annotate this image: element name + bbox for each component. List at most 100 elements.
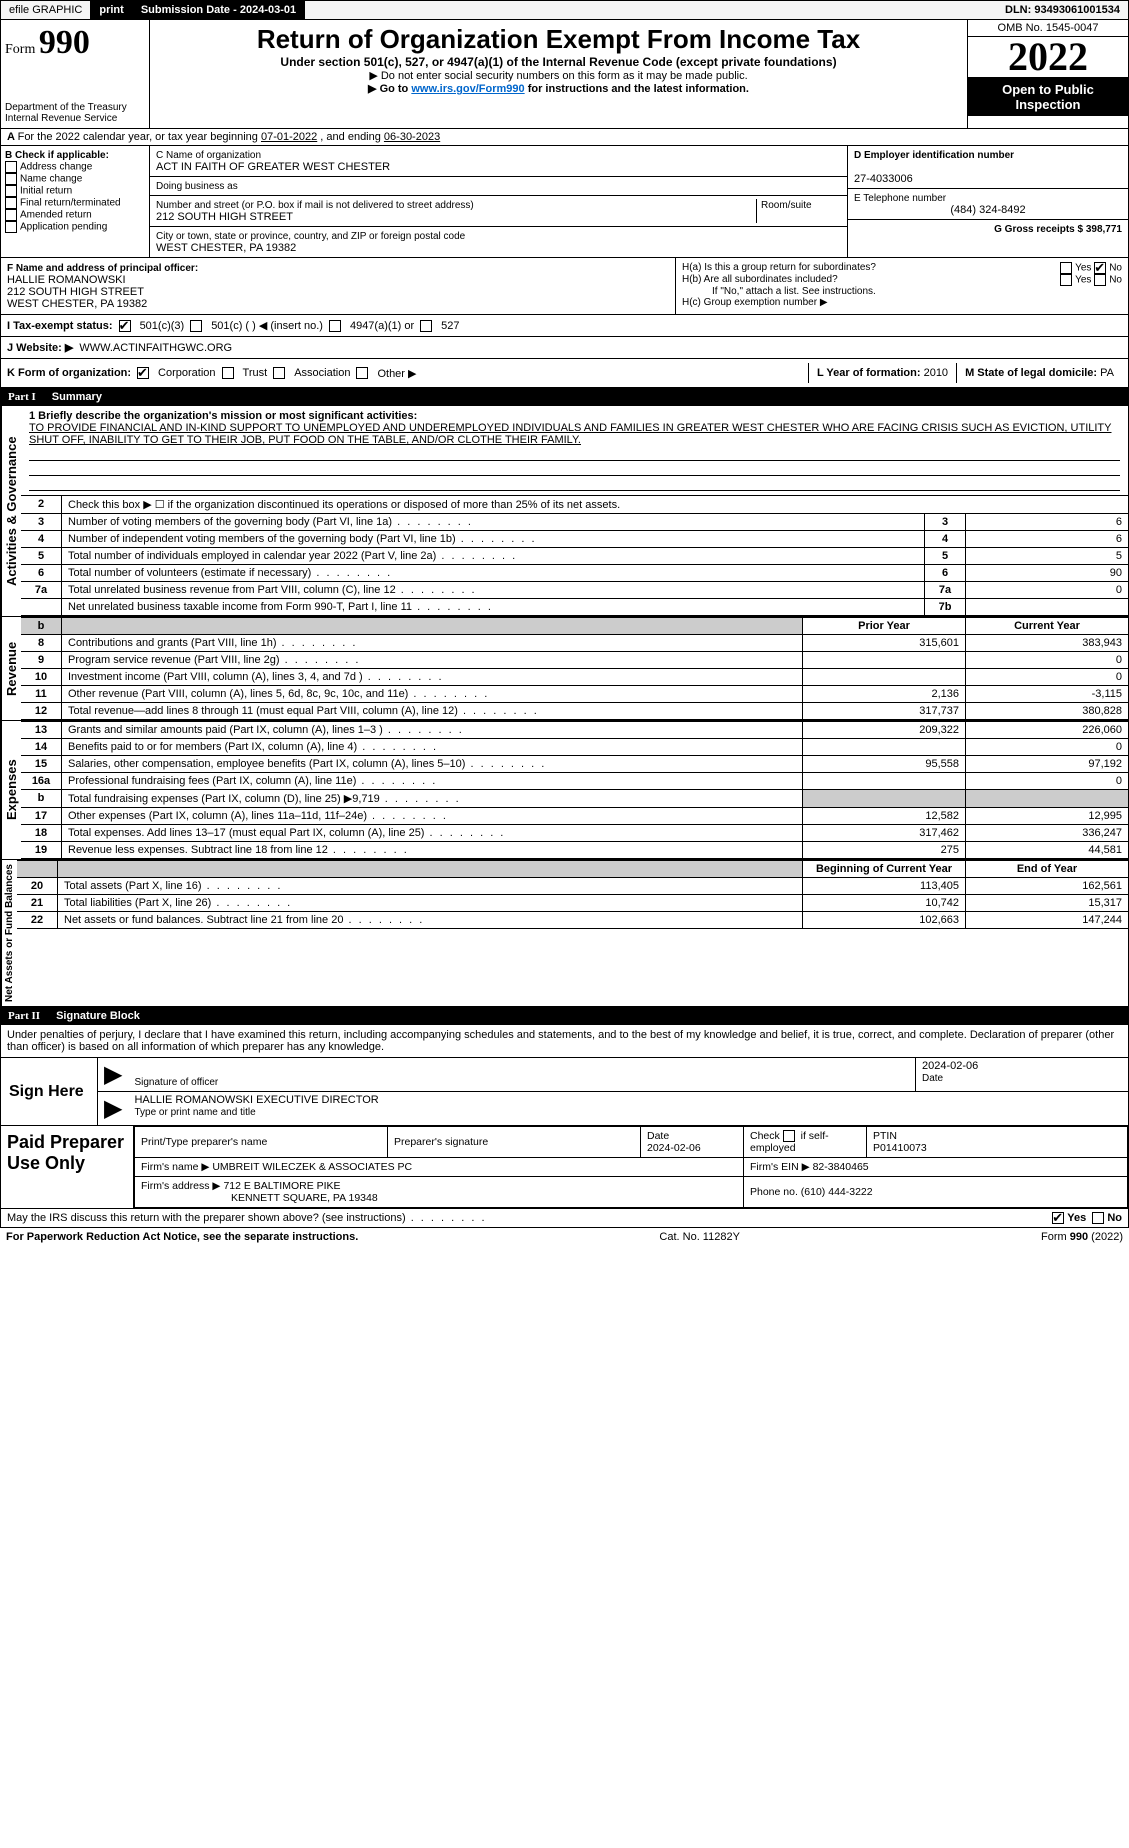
penalties-text: Under penalties of perjury, I declare th… [0, 1025, 1129, 1058]
org-name: ACT IN FAITH OF GREATER WEST CHESTER [156, 161, 390, 173]
table-row: bPrior YearCurrent Year [21, 618, 1128, 635]
chk-trust[interactable] [222, 367, 234, 379]
street-label: Number and street (or P.O. box if mail i… [156, 200, 474, 211]
sign-date: 2024-02-06 [922, 1060, 978, 1072]
officer-city: WEST CHESTER, PA 19382 [7, 298, 147, 310]
chk-hb-yes[interactable] [1060, 274, 1072, 286]
form-header: Form 990 Department of the Treasury Inte… [0, 20, 1129, 129]
date-label: Date [922, 1073, 943, 1084]
table-row: 17Other expenses (Part IX, column (A), l… [21, 808, 1128, 825]
chk-assoc[interactable] [273, 367, 285, 379]
section-expenses: Expenses 13Grants and similar amounts pa… [0, 721, 1129, 860]
ptin-value: P01410073 [873, 1142, 927, 1154]
return-title: Return of Organization Exempt From Incom… [154, 24, 963, 55]
chk-name-change[interactable] [5, 173, 17, 185]
chk-501c3[interactable] [119, 320, 131, 332]
chk-address-change[interactable] [5, 161, 17, 173]
table-row: 7aTotal unrelated business revenue from … [21, 582, 1128, 599]
dba-label: Doing business as [156, 181, 238, 192]
table-row: 20Total assets (Part X, line 16)113,4051… [17, 878, 1128, 895]
return-subtitle: Under section 501(c), 527, or 4947(a)(1)… [154, 55, 963, 69]
street-address: 212 SOUTH HIGH STREET [156, 211, 293, 223]
irs-link[interactable]: www.irs.gov/Form990 [411, 83, 524, 95]
table-row: 8Contributions and grants (Part VIII, li… [21, 635, 1128, 652]
entity-info-block: B Check if applicable: Address change Na… [0, 146, 1129, 258]
table-row: 22Net assets or fund balances. Subtract … [17, 912, 1128, 929]
page-footer: For Paperwork Reduction Act Notice, see … [0, 1228, 1129, 1246]
room-label: Room/suite [761, 200, 812, 211]
g-gross-label: G Gross receipts $ 398,771 [994, 224, 1122, 235]
vtab-revenue: Revenue [1, 617, 21, 720]
line-i-tax-status: I Tax-exempt status: 501(c)(3) 501(c) ( … [0, 315, 1129, 337]
chk-4947[interactable] [329, 320, 341, 332]
table-row: 9Program service revenue (Part VIII, lin… [21, 652, 1128, 669]
section-net-assets: Net Assets or Fund Balances Beginning of… [0, 860, 1129, 1007]
part1-header: Part ISummary [0, 388, 1129, 406]
table-row: 14Benefits paid to or for members (Part … [21, 739, 1128, 756]
chk-hb-no[interactable] [1094, 274, 1106, 286]
d-ein-label: D Employer identification number [854, 150, 1014, 161]
chk-527[interactable] [420, 320, 432, 332]
chk-final-return[interactable] [5, 197, 17, 209]
net-assets-table: Beginning of Current YearEnd of Year20To… [17, 860, 1128, 929]
chk-amended[interactable] [5, 209, 17, 221]
caret-icon: ▶ [98, 1092, 128, 1125]
e-phone-label: E Telephone number [854, 193, 946, 204]
ssn-note: ▶ Do not enter social security numbers o… [154, 69, 963, 82]
section-revenue: Revenue bPrior YearCurrent Year8Contribu… [0, 617, 1129, 721]
form-number: Form 990 [5, 24, 145, 62]
table-row: 6Total number of volunteers (estimate if… [21, 565, 1128, 582]
irs-label: Internal Revenue Service [5, 113, 145, 124]
governance-table: 2Check this box ▶ ☐ if the organization … [21, 495, 1128, 616]
sig-officer-label: Signature of officer [134, 1077, 218, 1088]
table-row: 15Salaries, other compensation, employee… [21, 756, 1128, 773]
state-domicile: PA [1100, 367, 1114, 379]
goto-note: ▶ Go to www.irs.gov/Form990 for instruct… [154, 82, 963, 95]
caret-icon: ▶ [98, 1058, 128, 1091]
chk-ha-yes[interactable] [1060, 262, 1072, 274]
firm-addr1: 712 E BALTIMORE PIKE [223, 1180, 340, 1192]
ha-label: H(a) Is this a group return for subordin… [682, 262, 876, 274]
table-row: bTotal fundraising expenses (Part IX, co… [21, 790, 1128, 808]
table-row: Net unrelated business taxable income fr… [21, 599, 1128, 616]
officer-name: HALLIE ROMANOWSKI [7, 274, 126, 286]
website-value: WWW.ACTINFAITHGWC.ORG [79, 342, 232, 354]
revenue-table: bPrior YearCurrent Year8Contributions an… [21, 617, 1128, 720]
chk-ha-no[interactable] [1094, 262, 1106, 274]
table-row: 16aProfessional fundraising fees (Part I… [21, 773, 1128, 790]
submission-date-button[interactable]: Submission Date - 2024-03-01 [133, 1, 305, 19]
chk-app-pending[interactable] [5, 221, 17, 233]
table-row: 19Revenue less expenses. Subtract line 1… [21, 842, 1128, 859]
firm-ein: 82-3840465 [813, 1161, 869, 1173]
firm-addr2: KENNETT SQUARE, PA 19348 [141, 1192, 378, 1204]
chk-self-employed[interactable] [783, 1130, 795, 1142]
vtab-net-assets: Net Assets or Fund Balances [1, 860, 17, 1006]
table-row: Beginning of Current YearEnd of Year [17, 861, 1128, 878]
c-name-label: C Name of organization [156, 150, 261, 161]
dept-treasury: Department of the Treasury [5, 102, 145, 113]
chk-discuss-yes[interactable] [1052, 1212, 1064, 1224]
section-activities-governance: Activities & Governance 1 Briefly descri… [0, 406, 1129, 617]
table-row: 3Number of voting members of the governi… [21, 514, 1128, 531]
chk-discuss-no[interactable] [1092, 1212, 1104, 1224]
year-formation: 2010 [924, 367, 948, 379]
name-title-label: Type or print name and title [134, 1107, 255, 1118]
firm-phone: (610) 444-3222 [801, 1186, 873, 1198]
table-row: Print/Type preparer's name Preparer's si… [135, 1127, 1128, 1158]
table-row: 13Grants and similar amounts paid (Part … [21, 722, 1128, 739]
chk-corp[interactable] [137, 367, 149, 379]
efile-graphic: efile GRAPHIC [1, 1, 91, 19]
tax-year: 2022 [968, 37, 1128, 78]
table-row: Firm's name ▶ UMBREIT WILECZEK & ASSOCIA… [135, 1158, 1128, 1177]
table-row: 21Total liabilities (Part X, line 26)10,… [17, 895, 1128, 912]
chk-501c[interactable] [190, 320, 202, 332]
dln: DLN: 93493061001534 [997, 1, 1128, 19]
print-button[interactable]: print [91, 1, 132, 19]
irs-discuss-row: May the IRS discuss this return with the… [0, 1209, 1129, 1228]
table-row: 2Check this box ▶ ☐ if the organization … [21, 496, 1128, 514]
hb-note: If "No," attach a list. See instructions… [682, 286, 1122, 297]
paid-preparer-label: Paid Preparer Use Only [1, 1126, 134, 1208]
chk-initial-return[interactable] [5, 185, 17, 197]
chk-other[interactable] [356, 367, 368, 379]
city-state-zip: WEST CHESTER, PA 19382 [156, 242, 296, 254]
